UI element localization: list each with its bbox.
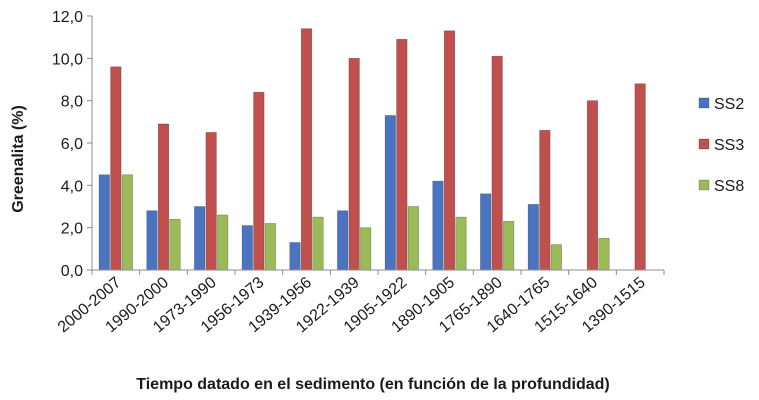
bar-ss3 [253,91,265,271]
y-tick-label: 2,0 [61,221,83,238]
bar-ss8 [407,206,419,271]
y-tick-label: 12,0 [52,9,83,26]
legend: SS2 SS3 SS8 [698,96,744,195]
legend-label-ss8: SS8 [714,178,744,195]
x-axis-title: Tiempo datado en el sedimento (en funció… [136,376,610,393]
bar-ss3 [539,130,551,271]
bar-ss3 [300,28,313,271]
bar-ss8 [550,244,562,271]
bar-ss2 [146,210,158,271]
y-tick-label: 6,0 [61,136,83,153]
y-tick-label: 4,0 [61,178,83,195]
legend-label-ss3: SS3 [714,137,744,154]
bar-ss3 [110,66,122,271]
bar-ss3 [491,55,503,271]
bar-ss2 [527,204,539,271]
y-axis-ticks: 0,0 2,0 4,0 6,0 8,0 10,0 12,0 [52,9,92,280]
bar-ss2 [241,225,253,271]
y-tick-label: 0,0 [61,263,83,280]
bar-ss8 [503,221,515,271]
bar-ss3 [396,38,408,271]
bar-ss8 [169,218,181,271]
y-tick-label: 8,0 [61,94,83,111]
bar-ss3 [205,132,217,271]
bar-ss2 [98,174,110,271]
bar-ss2 [194,206,206,271]
legend-swatch-ss2 [698,97,710,109]
bar-ss8 [264,223,276,271]
y-tick-label: 10,0 [52,51,83,68]
bar-ss8 [121,174,133,271]
legend-label-ss2: SS2 [714,96,744,113]
bar-ss3 [348,58,360,271]
bar-ss3 [157,123,170,271]
plot-area: 0,0 2,0 4,0 6,0 8,0 10,0 12,0 2000-20071990-20… [52,9,665,336]
bar-ss2 [384,115,396,271]
bar-ss3 [443,30,456,271]
bar-ss2 [337,210,349,271]
bar-ss3 [586,100,599,271]
bar-ss2 [289,242,301,271]
legend-swatch-ss3 [698,138,710,150]
bars-group [98,28,646,271]
bar-ss8 [312,216,324,271]
y-axis-title: Greenalita (%) [10,105,27,213]
bar-ss2 [480,193,492,271]
bar-ss8 [360,227,372,271]
x-axis-ticks: 2000-20071990-20001973-19901956-19731939… [55,270,665,336]
bar-ss2 [432,180,444,271]
bar-ss8 [455,216,467,271]
bar-ss8 [217,214,229,271]
bar-ss3 [634,83,646,271]
legend-swatch-ss8 [698,179,710,191]
bar-ss8 [598,237,610,271]
